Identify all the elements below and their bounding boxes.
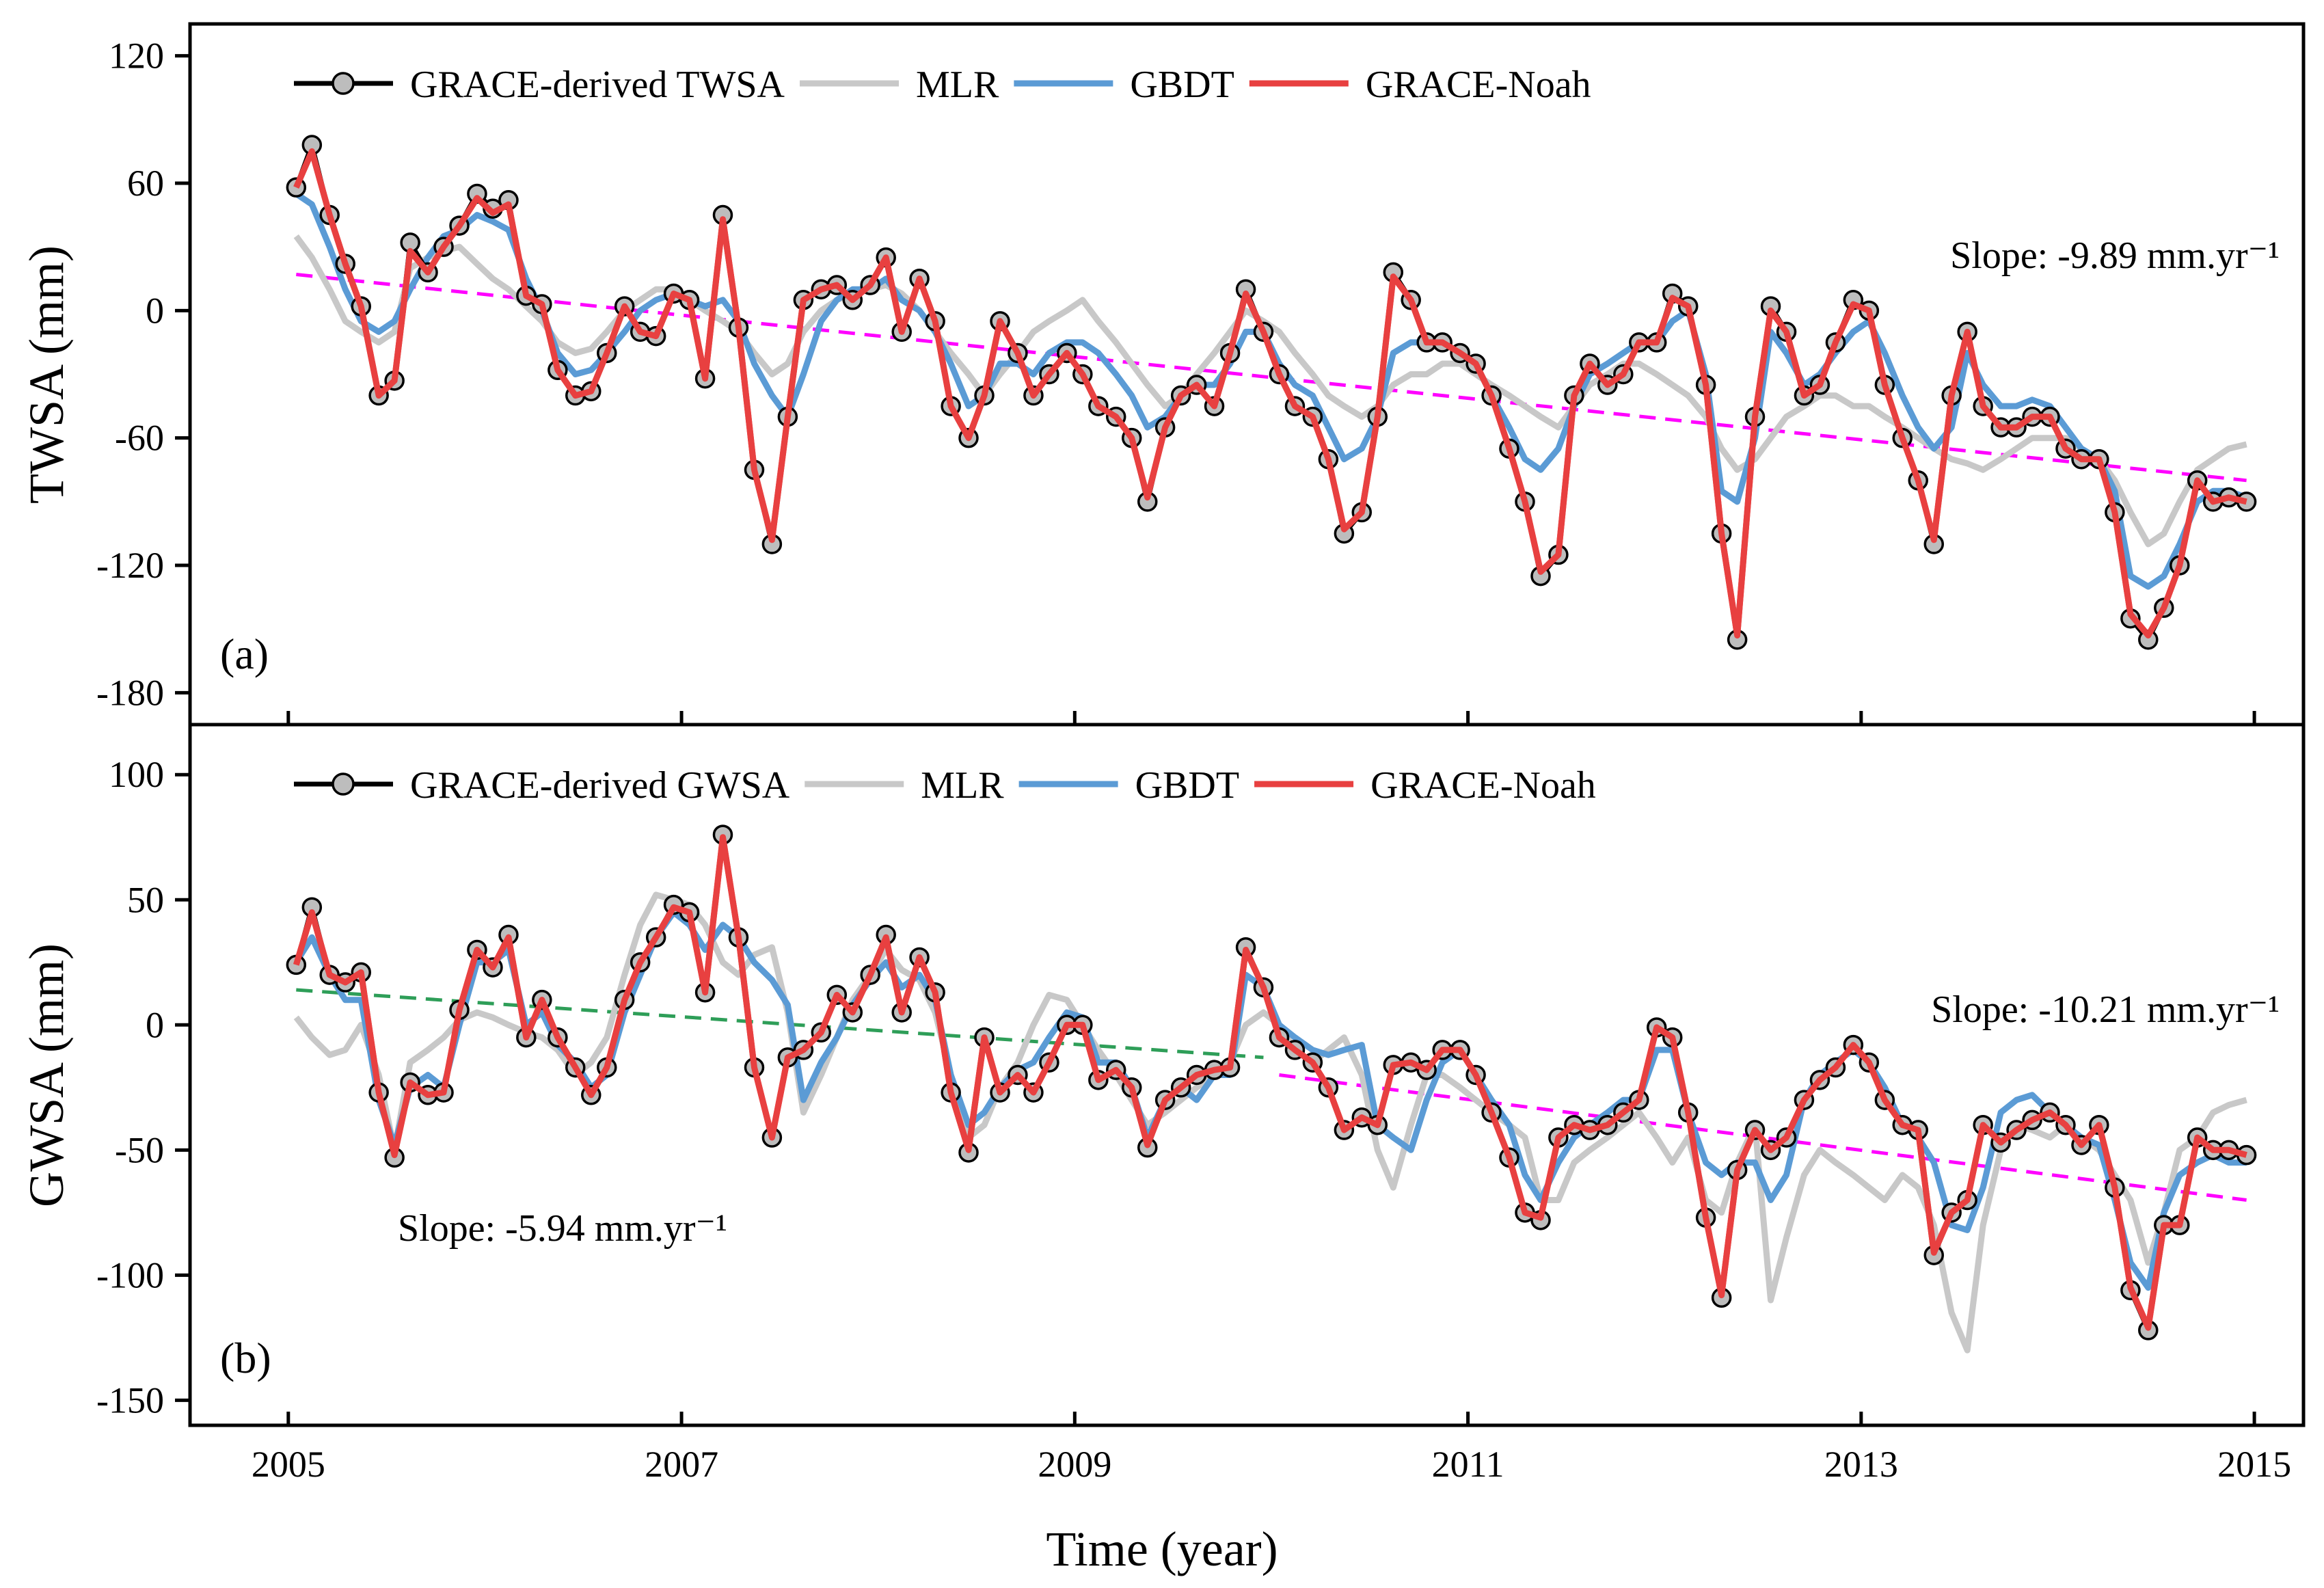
legend-label: MLR: [916, 64, 999, 106]
panel-a-y-axis: 120 60 0 -60 -120 -180: [96, 36, 2256, 725]
x-tick-label: 2007: [645, 1444, 718, 1485]
panel-a-markers: [286, 135, 2257, 650]
y-tick-label: 100: [109, 754, 164, 795]
panel-a-label: (a): [220, 630, 269, 678]
panel-b-markers: [286, 824, 2257, 1341]
y-tick-label: 120: [109, 36, 164, 77]
series-line-grace-noah-top: [293, 148, 2247, 638]
y-tick-label: -120: [96, 545, 164, 586]
y-tick-label: 60: [127, 163, 164, 204]
y-tick-label: 0: [146, 290, 164, 331]
panel-b-slope-annotation-1: Slope: -5.94 mm.yr⁻¹: [398, 1207, 727, 1250]
panel-a-slope-annotation: Slope: -9.89 mm.yr⁻¹: [1950, 234, 2280, 277]
series-line-grace-noah-top: [293, 834, 2247, 1331]
y-tick-label: 50: [127, 879, 164, 920]
legend-label: GRACE-derived GWSA: [410, 764, 790, 807]
legend-label: GBDT: [1130, 64, 1234, 106]
x-tick-label: 2011: [1432, 1444, 1504, 1485]
y-tick-label: -180: [96, 672, 164, 713]
series-line-mlr: [293, 891, 2247, 1354]
panel-b-x-axis: 2005 2007 2009 2011 2013 2015: [252, 1412, 2291, 1485]
panel-b-legend: GRACE-derived GWSA MLR GBDT GRACE-Noah: [294, 764, 1596, 807]
x-tick-label: 2013: [1824, 1444, 1898, 1485]
panel-b-label: (b): [220, 1334, 271, 1382]
x-axis-title: Time (year): [1046, 1522, 1278, 1576]
legend-marker: [332, 772, 355, 796]
y-tick-label: -50: [115, 1129, 164, 1170]
legend-label: MLR: [921, 764, 1004, 807]
panel-b-slope-annotation-2: Slope: -10.21 mm.yr⁻¹: [1931, 988, 2280, 1031]
legend-label: GRACE-derived TWSA: [410, 64, 785, 106]
y-tick-label: 0: [146, 1004, 164, 1045]
trend-line: [296, 988, 1264, 1060]
y-tick-label: -150: [96, 1380, 164, 1421]
panel-b-frame: [188, 723, 2306, 1427]
x-tick-label: 2009: [1038, 1444, 1111, 1485]
panel-a-legend: GRACE-derived TWSA MLR GBDT GRACE-Noah: [294, 64, 1591, 106]
legend-label: GRACE-Noah: [1370, 764, 1596, 807]
panel-b-y-axis-title: GWSA (mm): [19, 943, 74, 1207]
legend-label: GRACE-Noah: [1366, 64, 1591, 106]
x-tick-label: 2015: [2217, 1444, 2291, 1485]
x-tick-label: 2005: [252, 1444, 325, 1485]
panel-a-frame: [188, 22, 2306, 727]
trend-line: [1279, 1073, 2247, 1202]
panel-a-y-axis-title: TWSA (mm): [19, 245, 74, 504]
y-tick-label: -60: [115, 418, 164, 459]
panel-b-y-axis: 100 50 0 -50 -100 -150: [96, 754, 190, 1421]
legend-marker: [332, 72, 355, 95]
legend-label: GBDT: [1135, 764, 1239, 807]
y-tick-label: -100: [96, 1254, 164, 1295]
